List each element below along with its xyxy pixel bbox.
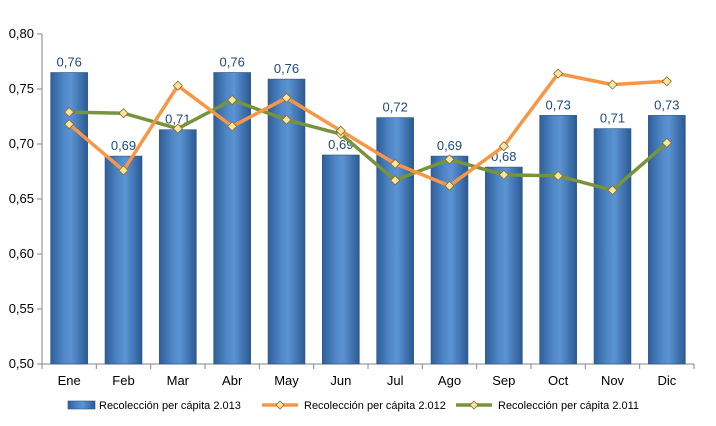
x-tick-label: Sep (492, 373, 515, 388)
bar (593, 128, 632, 365)
line-point-marker (553, 170, 564, 181)
x-tick-label: Ago (438, 373, 461, 388)
line-point-marker (64, 107, 75, 118)
bar-data-label: 0,69 (437, 138, 462, 153)
x-tick-label: Ene (58, 373, 81, 388)
line-point-marker (172, 123, 183, 134)
bar-data-label: 0,73 (546, 97, 571, 112)
x-tick-label: Feb (112, 373, 134, 388)
line-point-marker (607, 185, 618, 196)
legend-item: Recolección per cápita 2.012 (262, 400, 446, 412)
bar-series (50, 72, 686, 365)
x-tick-label: Oct (548, 373, 569, 388)
series-line (68, 71, 667, 188)
legend: Recolección per cápita 2.013 Recolección … (67, 400, 639, 412)
y-tick-label: 0,55 (9, 301, 34, 316)
line-point-marker (661, 137, 672, 148)
line-series (64, 68, 672, 196)
bar-data-label: 0,69 (111, 138, 136, 153)
legend-swatch-bar (67, 400, 96, 410)
bar-data-label: 0,76 (57, 55, 82, 70)
line-point-marker (281, 114, 292, 125)
bar-data-label: 0,71 (165, 112, 190, 127)
line-point-marker (498, 169, 509, 180)
y-tick-label: 0,80 (9, 26, 34, 41)
line-point-marker (227, 94, 238, 106)
x-tick-label: Dic (657, 373, 676, 388)
x-tick-label: Abr (222, 373, 243, 388)
series-line (69, 98, 668, 192)
line-point-marker (553, 68, 564, 79)
line-point-marker (172, 80, 183, 91)
bar-data-label: 0,73 (654, 97, 679, 112)
y-tick-label: 0,65 (9, 191, 34, 206)
x-tick-label: Jul (387, 373, 404, 388)
bar (322, 154, 360, 365)
line-point-marker (64, 119, 75, 130)
bar (376, 117, 414, 365)
bar (159, 129, 197, 365)
bar (485, 166, 523, 365)
legend-label: Recolección per cápita 2.012 (304, 400, 446, 412)
line-point-marker (390, 175, 401, 186)
y-tick-label: 0,70 (9, 136, 34, 151)
line-point-marker (498, 141, 509, 152)
bar-data-label: 0,76 (220, 55, 245, 70)
bar-data-label: 0,76 (274, 61, 299, 76)
bar-data-label: 0,72 (383, 100, 408, 115)
line-point-marker (118, 108, 129, 119)
x-tick-label: Nov (601, 373, 625, 388)
line-point-marker (444, 180, 455, 191)
bar (104, 155, 143, 365)
x-tick-label: Mar (167, 373, 190, 388)
axes: 0,50 0,55 0,60 0,65 0,70 0,75 0,80 Ene Feb Mar Abr… (9, 26, 695, 388)
bar (648, 115, 686, 365)
line-point-marker (390, 158, 401, 169)
y-tick-label: 0,60 (9, 246, 34, 261)
bar-data-label: 0,69 (328, 137, 353, 152)
line-point-marker (607, 79, 618, 90)
line-point-marker (444, 154, 455, 165)
legend-item: Recolección per cápita 2.013 (67, 400, 241, 412)
legend-swatch-marker (469, 400, 479, 410)
legend-item: Recolección per cápita 2.011 (456, 400, 639, 412)
bar (267, 78, 306, 365)
bar (539, 115, 577, 365)
bar-data-label: 0,71 (600, 111, 625, 126)
line-point-marker (227, 121, 238, 132)
x-tick-label: May (274, 373, 299, 388)
line-point-marker (118, 165, 129, 176)
legend-label: Recolección per cápita 2.013 (99, 400, 241, 412)
line-point-marker (661, 76, 672, 87)
legend-swatch-marker (275, 400, 285, 410)
y-tick-label: 0,50 (9, 356, 34, 371)
y-tick-label: 0,75 (9, 81, 34, 96)
x-tick-label: Jun (330, 373, 351, 388)
legend-label: Recolección per cápita 2.011 (498, 400, 639, 412)
line-point-marker (335, 125, 346, 136)
line-point-marker (281, 92, 292, 103)
